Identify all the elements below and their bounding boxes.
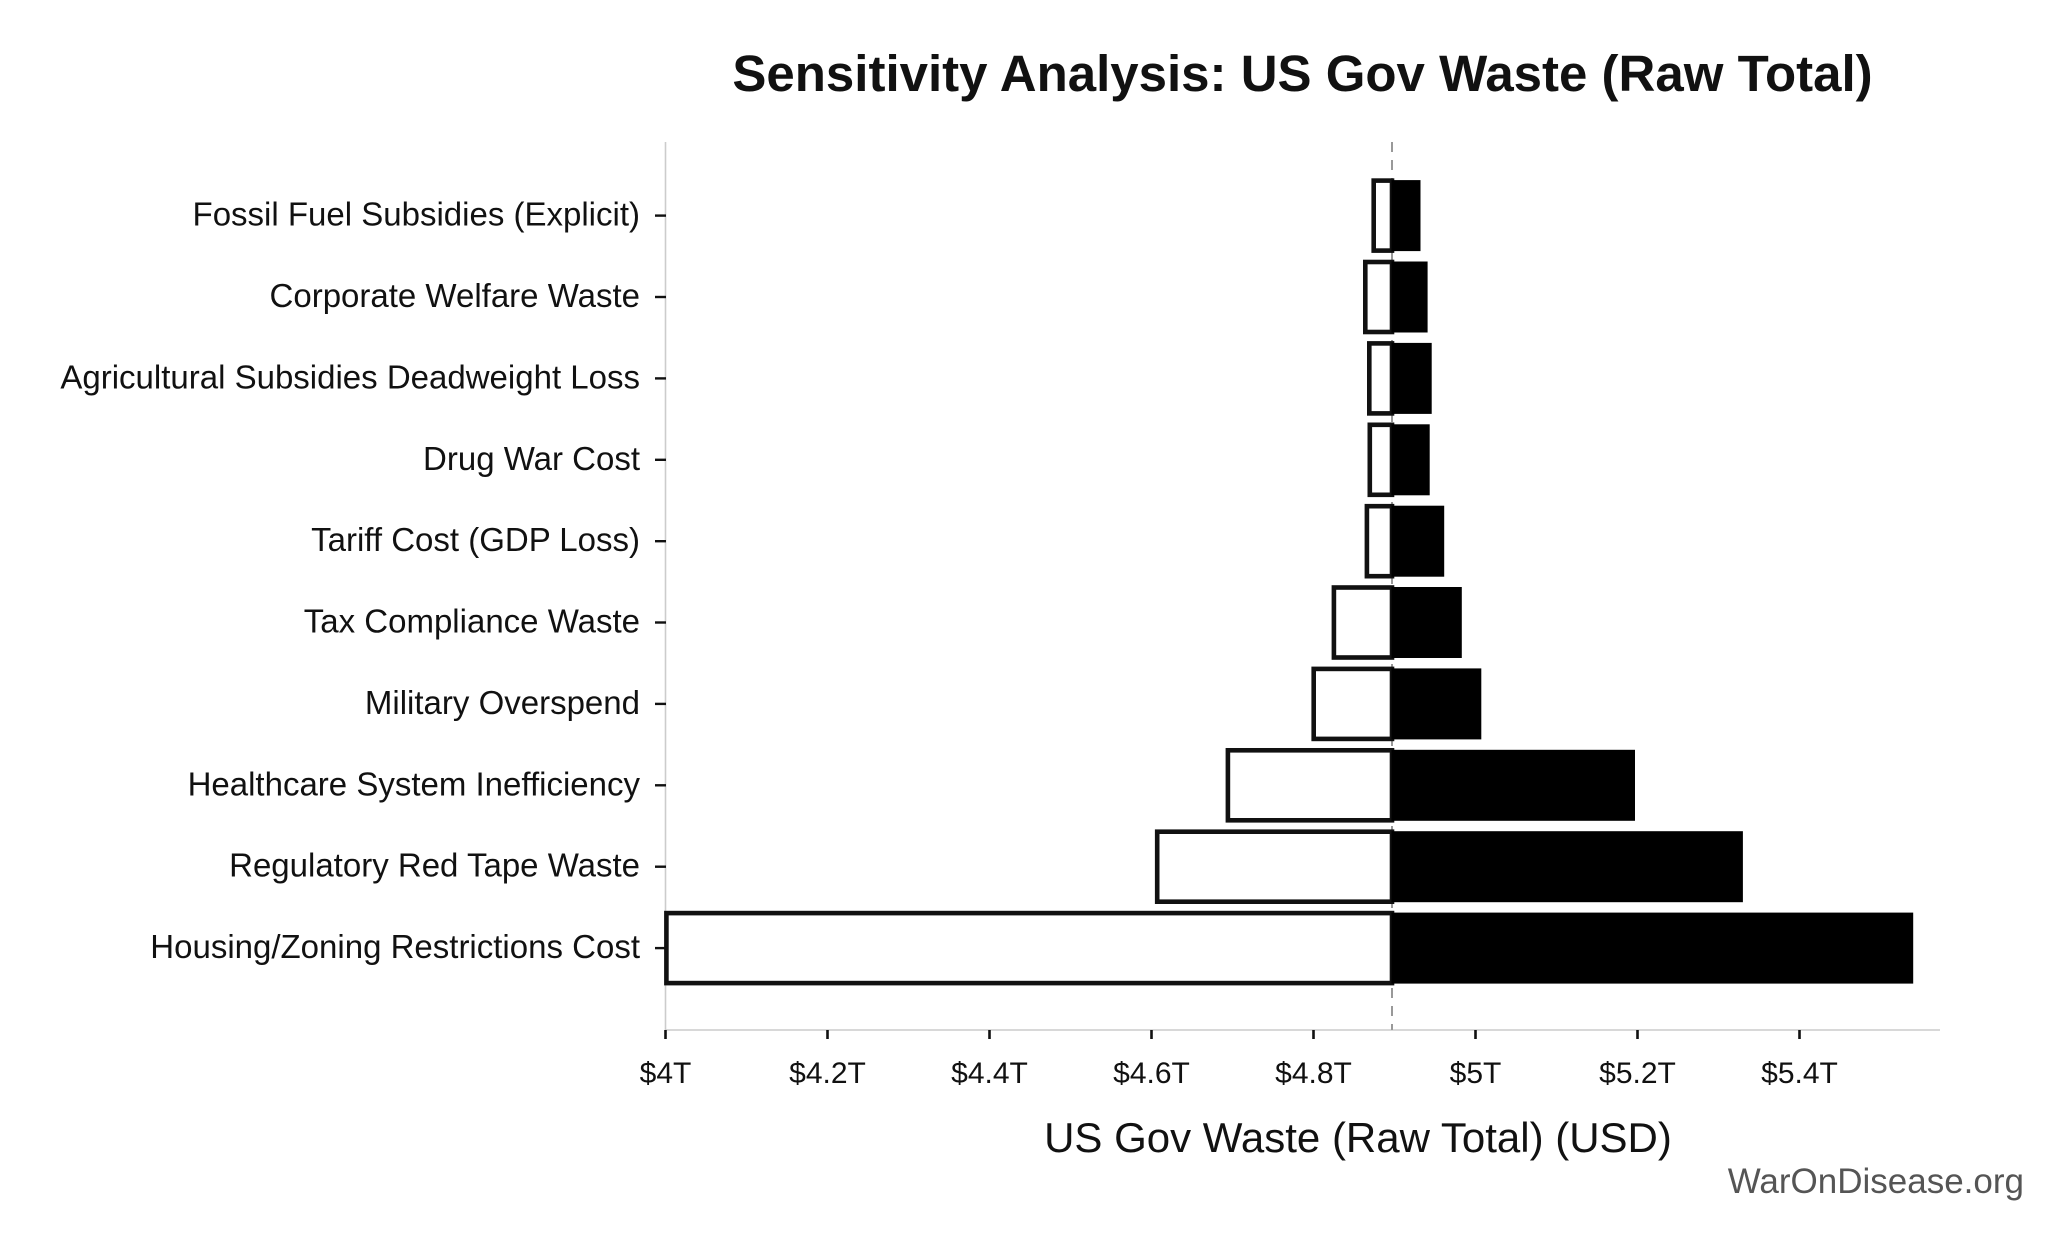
svg-text:Military Overspend: Military Overspend xyxy=(365,684,640,721)
svg-text:$4.2T: $4.2T xyxy=(789,1057,866,1090)
svg-text:$5.2T: $5.2T xyxy=(1599,1057,1676,1090)
svg-text:$4.4T: $4.4T xyxy=(951,1057,1028,1090)
svg-text:Tax Compliance Waste: Tax Compliance Waste xyxy=(304,603,640,640)
svg-text:WarOnDisease.org: WarOnDisease.org xyxy=(1728,1162,2024,1201)
svg-text:$5T: $5T xyxy=(1450,1057,1502,1090)
svg-text:Agricultural Subsidies Deadwei: Agricultural Subsidies Deadweight Loss xyxy=(60,358,640,395)
svg-text:$4T: $4T xyxy=(640,1057,692,1090)
svg-text:Fossil Fuel Subsidies (Explici: Fossil Fuel Subsidies (Explicit) xyxy=(193,196,640,233)
svg-text:Tariff Cost (GDP Loss): Tariff Cost (GDP Loss) xyxy=(311,521,640,558)
svg-text:Drug War Cost: Drug War Cost xyxy=(423,440,640,477)
svg-text:$4.6T: $4.6T xyxy=(1113,1057,1190,1090)
svg-text:$5.4T: $5.4T xyxy=(1761,1057,1838,1090)
svg-text:Housing/Zoning Restrictions Co: Housing/Zoning Restrictions Cost xyxy=(150,928,640,965)
svg-text:Regulatory Red Tape Waste: Regulatory Red Tape Waste xyxy=(229,847,640,884)
svg-text:Healthcare System Inefficiency: Healthcare System Inefficiency xyxy=(188,765,641,802)
svg-text:US Gov Waste (Raw Total) (USD): US Gov Waste (Raw Total) (USD) xyxy=(1044,1114,1672,1161)
svg-text:$4.8T: $4.8T xyxy=(1275,1057,1352,1090)
svg-text:Corporate Welfare Waste: Corporate Welfare Waste xyxy=(270,277,640,314)
